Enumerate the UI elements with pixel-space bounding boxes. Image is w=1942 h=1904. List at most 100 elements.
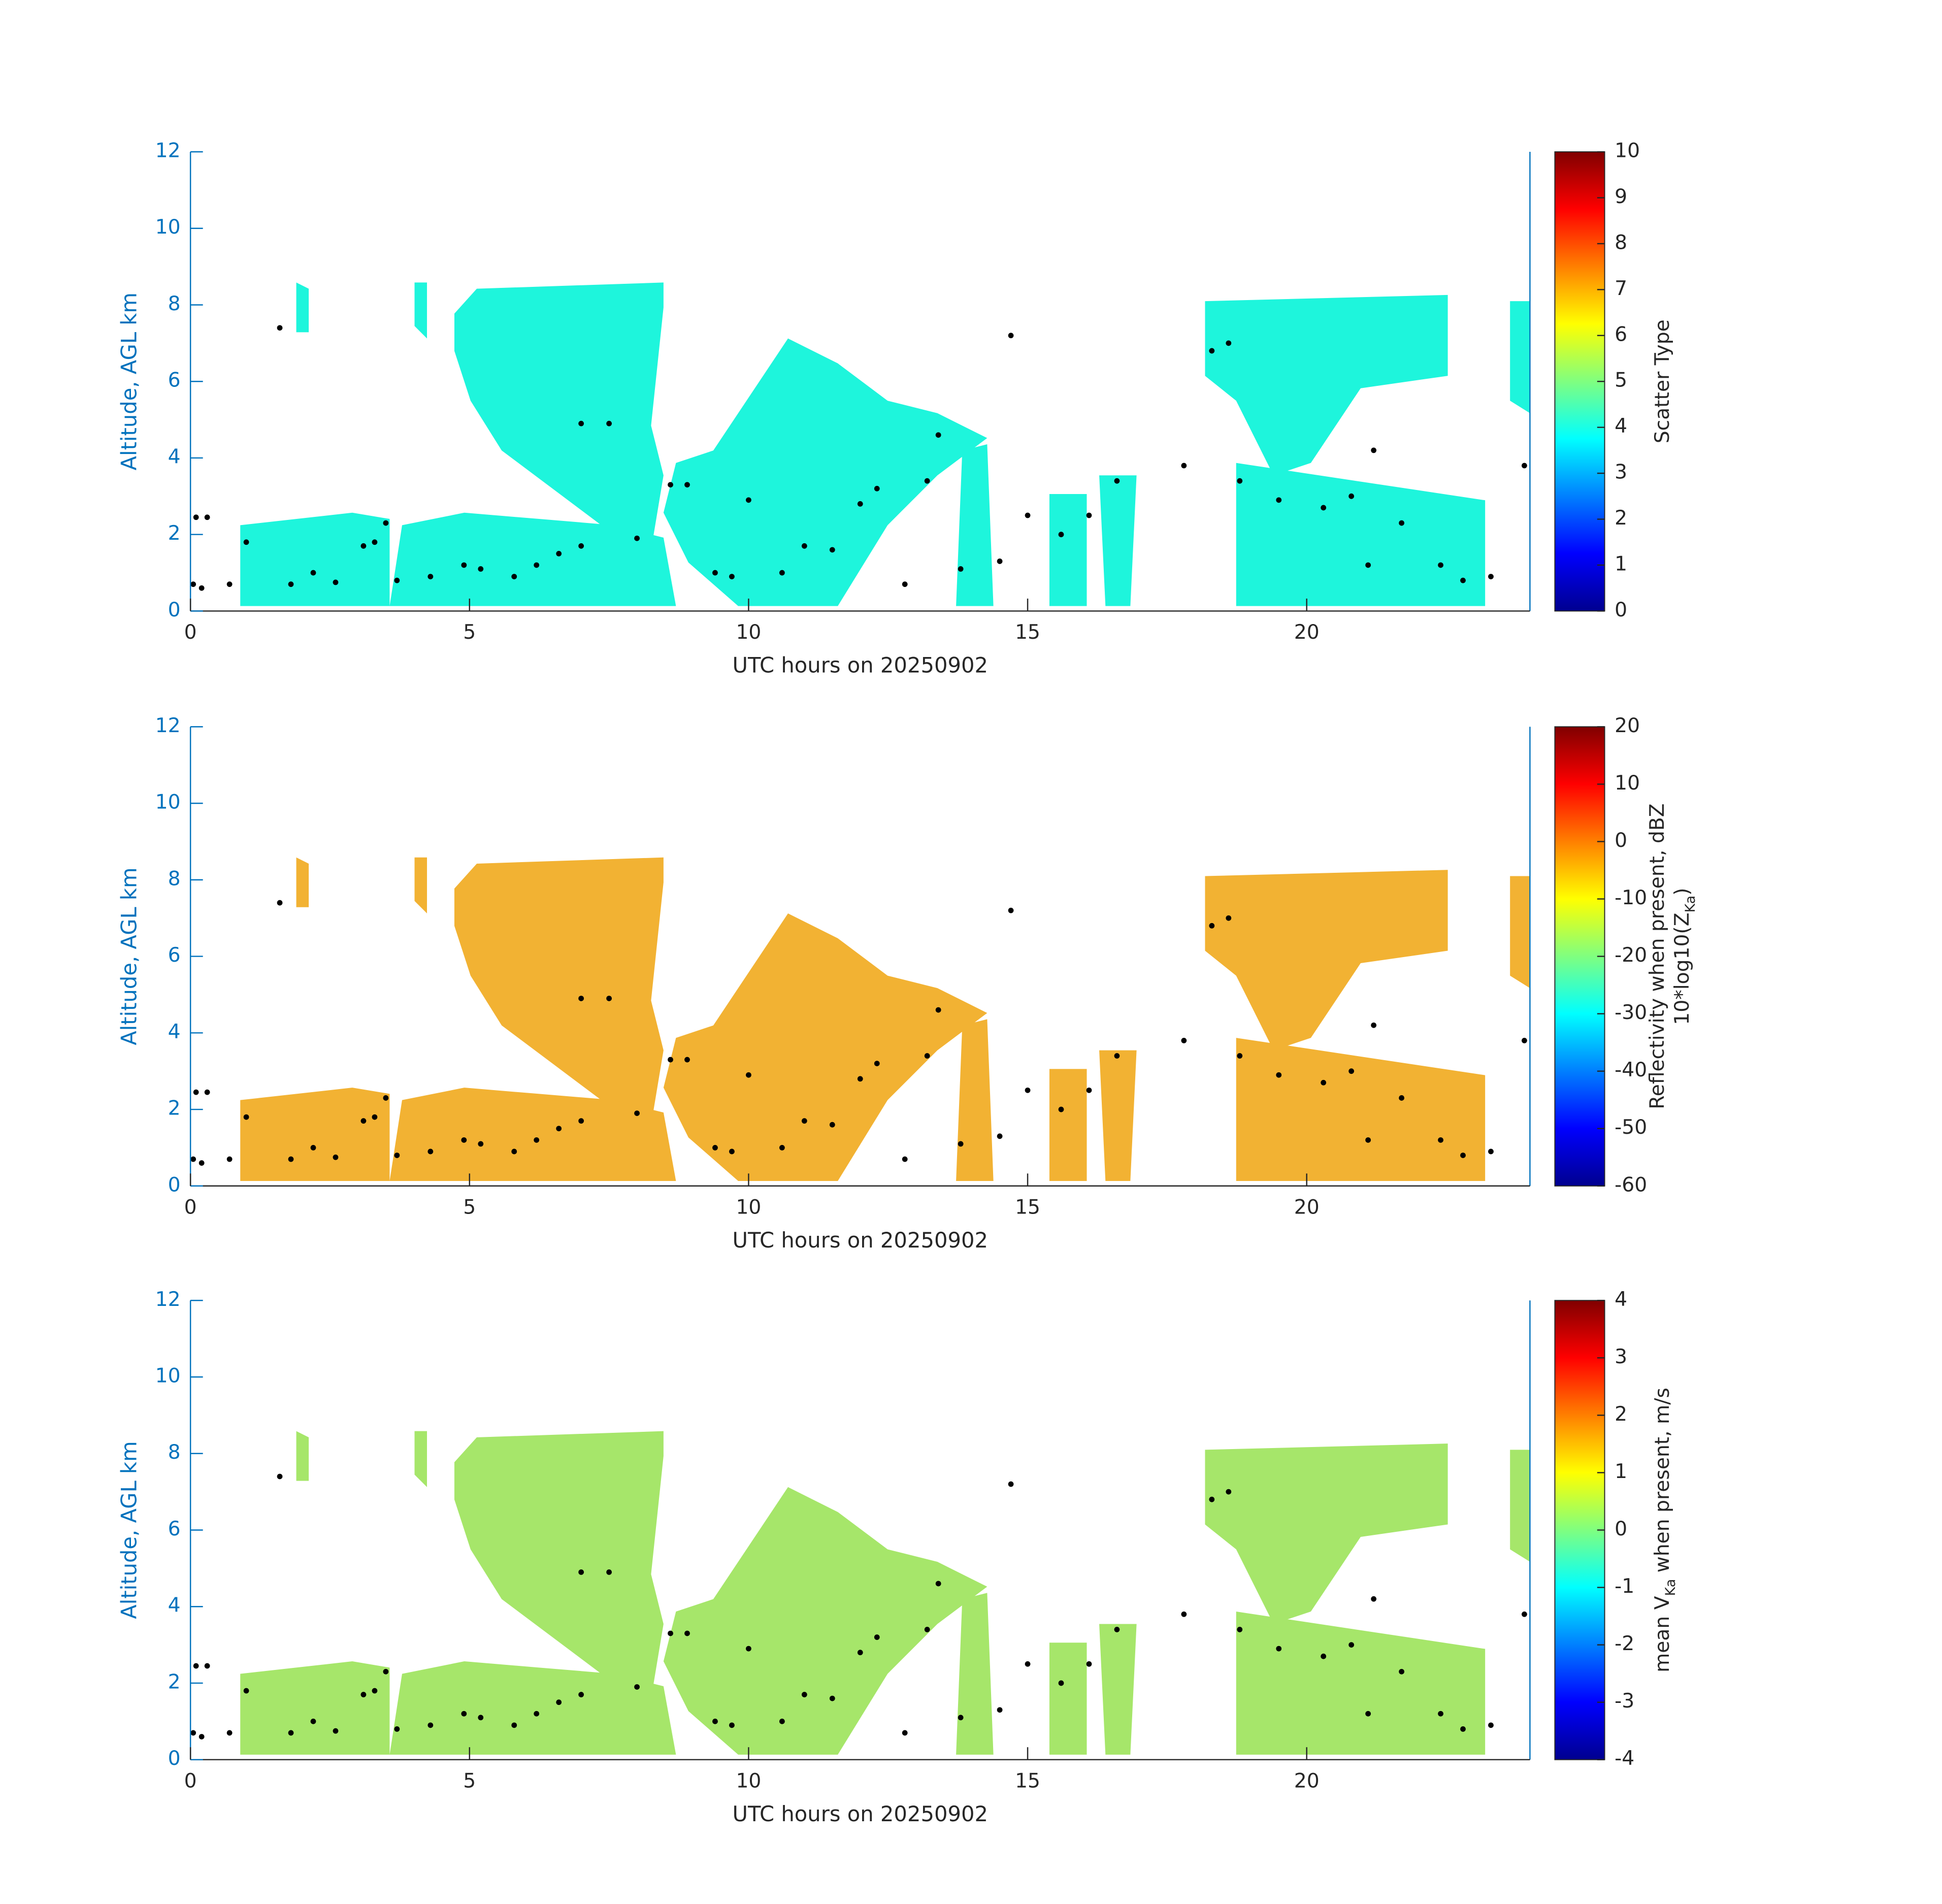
cloud-base-point [1365,562,1371,568]
x-axis-label: UTC hours on 20250902 [733,653,988,678]
cloud-base-point [746,497,751,503]
cloud-base-point [193,1089,199,1095]
colorbar-label-part: mean V [1651,1596,1673,1672]
cloud-base-point [310,1718,316,1724]
x-tick-label: 5 [463,621,476,644]
cloud-base-point [902,1730,908,1736]
y-tick-label: 8 [168,1441,181,1464]
cloud-base-point [288,1156,294,1162]
cloud-base-point [857,501,863,507]
cloud-base-point [204,1089,210,1095]
cloud-base-point [534,1137,540,1143]
colorbar-tick-label: 8 [1615,231,1627,254]
cloud-base-point [277,1473,283,1480]
y-tick-label: 4 [168,1021,181,1043]
cloud-base-point [1399,1095,1404,1101]
cloud-base-point [874,1061,880,1066]
cloud-base-point [1226,1489,1232,1495]
echo-regions [240,282,1530,606]
cloud-base-point [1209,1496,1215,1502]
colorbar-tick-label: 4 [1615,415,1627,438]
colorbar [1554,1300,1605,1760]
cloud-base-point [1181,463,1187,469]
cloud-base-point [712,1145,718,1151]
cloud-base-point [1522,1037,1527,1043]
cloud-base-point [857,1650,863,1656]
cloud-base-point [712,1718,718,1724]
cloud-base-point [634,535,640,541]
colorbar-tick-label: 0 [1615,599,1627,621]
cloud-base-point [578,420,584,426]
y-tick-label: 4 [168,445,181,468]
cloud-base-point [226,581,233,587]
cloud-base-point [372,1114,378,1120]
cloud-base-point [1348,1068,1355,1074]
colorbar-tick-label: -50 [1615,1116,1647,1139]
cloud-base-point [1276,1072,1282,1078]
cloud-base-point [1399,1668,1404,1675]
cloud-base-point [578,1692,584,1697]
cloud-base-point [226,1730,233,1736]
colorbar-tick-label: 6 [1615,323,1627,346]
x-tick-label: 15 [1015,1769,1040,1792]
colorbar-tick-label: -20 [1615,944,1647,967]
colorbar-tick-label: 9 [1615,185,1627,208]
colorbar-tick-label: 4 [1615,1288,1627,1311]
cloud-base-point [1209,923,1215,929]
cloud-base-point [1348,493,1355,499]
y-tick-label: 10 [155,791,181,814]
colorbar-tick-label: 10 [1615,140,1640,162]
cloud-base-point [958,1715,964,1721]
cloud-base-point [243,539,249,545]
x-tick-label: 0 [184,1769,197,1792]
colorbar-tick-label: -60 [1615,1173,1647,1196]
cloud-base-point [1460,1726,1466,1732]
colorbar-tick-label: 5 [1615,369,1627,392]
cloud-base-point [684,1630,690,1636]
cloud-base-point [511,1148,517,1155]
cloud-base-point [668,1057,673,1063]
cloud-base-point [935,1007,941,1013]
cloud-base-point [511,1722,517,1728]
cloud-base-point [801,543,807,549]
colorbar-tick-label: -4 [1615,1747,1634,1770]
cloud-base-point [1008,1481,1014,1487]
y-axis-label: Altitude, AGL km [116,1441,141,1619]
cloud-base-point [779,1145,785,1151]
colorbar-tick-label: -10 [1615,887,1647,909]
cloud-base-point [478,1715,484,1721]
echo-regions [240,857,1530,1181]
cloud-base-point [1348,1642,1355,1648]
colorbar-label-part: Ka [1663,1579,1678,1596]
cloud-base-point [333,1154,339,1160]
cloud-base-point [1321,1079,1327,1086]
cloud-base-point [935,432,941,438]
x-tick-label: 15 [1015,1196,1040,1219]
cloud-base-point [427,574,434,579]
cloud-base-point [333,1728,339,1734]
cloud-base-point [360,1692,367,1697]
y-tick-label: 0 [168,599,181,621]
colorbar-tick-label: -30 [1615,1001,1647,1024]
cloud-base-point [478,566,484,572]
x-axis-label: UTC hours on 20250902 [733,1801,988,1826]
cloud-base-point [1460,577,1466,583]
cloud-base-point [534,1711,540,1717]
cloud-base-point [1488,1722,1494,1728]
cloud-base-point [383,1668,389,1675]
colorbar-tick-label: -1 [1615,1575,1634,1598]
cloud-base-point [1226,915,1232,921]
cloud-base-point [288,581,294,587]
colorbar-tick-label: 7 [1615,277,1627,300]
y-tick-label: 0 [168,1173,181,1196]
y-tick-label: 12 [155,140,181,162]
cloud-base-point [1086,1661,1092,1667]
y-tick-label: 12 [155,1288,181,1311]
colorbar-tick-label: 1 [1615,552,1627,575]
cloud-base-point [746,1072,751,1078]
cloud-base-point [829,1695,835,1701]
